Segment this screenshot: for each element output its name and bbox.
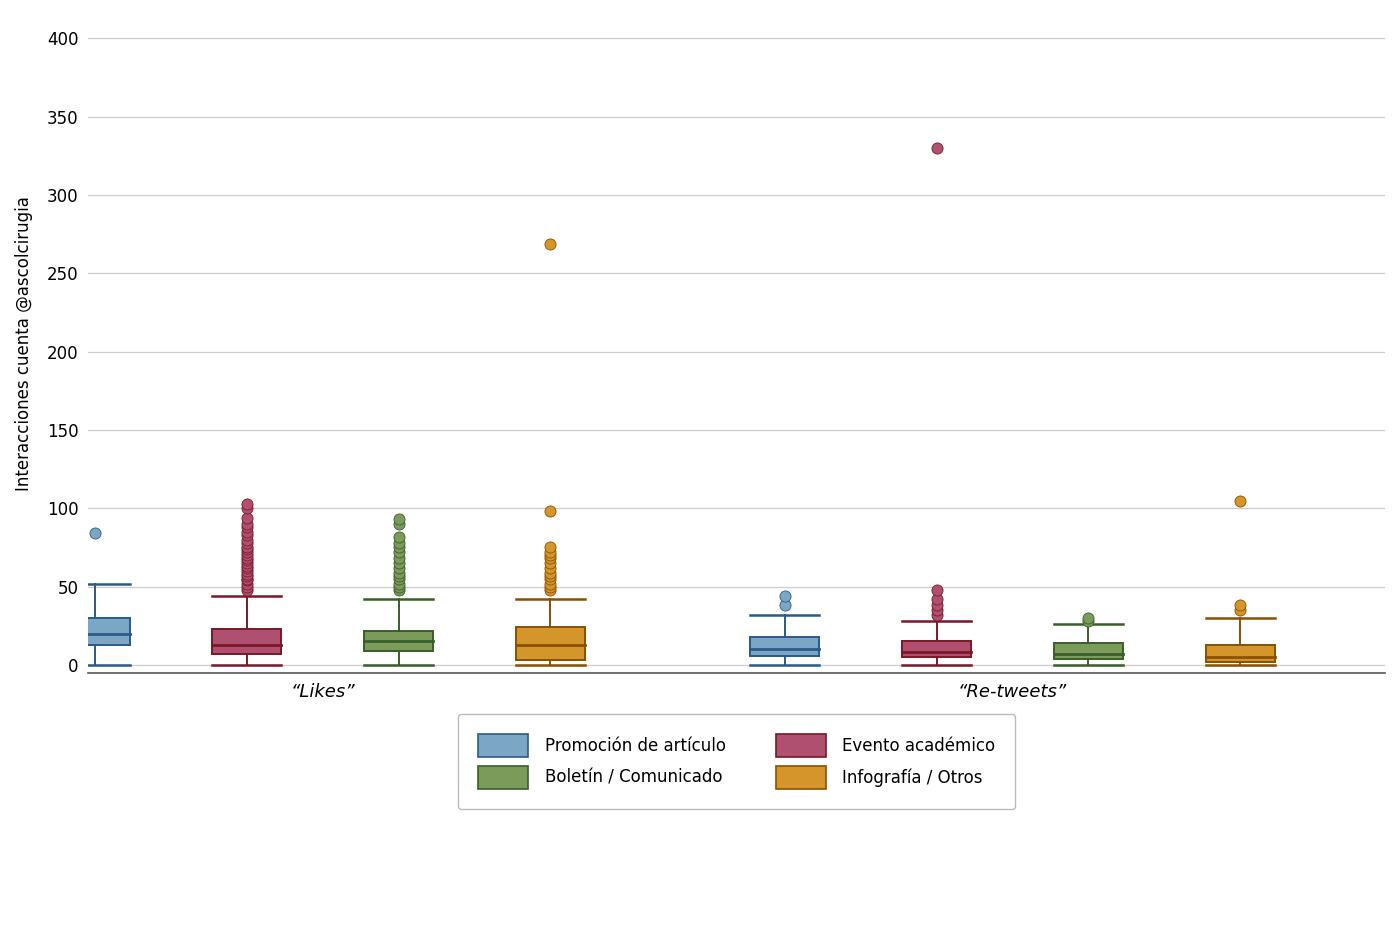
Legend: Promoción de artículo, Boletín / Comunicado, Evento académico, Infografía / Otro: Promoción de artículo, Boletín / Comunic… — [458, 713, 1015, 809]
Bar — [364, 631, 433, 651]
Bar — [750, 637, 819, 656]
Y-axis label: Interacciones cuenta @ascolcirugia: Interacciones cuenta @ascolcirugia — [15, 196, 34, 491]
Bar — [515, 628, 585, 660]
Bar — [1054, 643, 1123, 658]
Bar — [1205, 644, 1274, 662]
Bar — [60, 618, 130, 644]
Bar — [902, 642, 972, 658]
Bar — [213, 629, 281, 654]
